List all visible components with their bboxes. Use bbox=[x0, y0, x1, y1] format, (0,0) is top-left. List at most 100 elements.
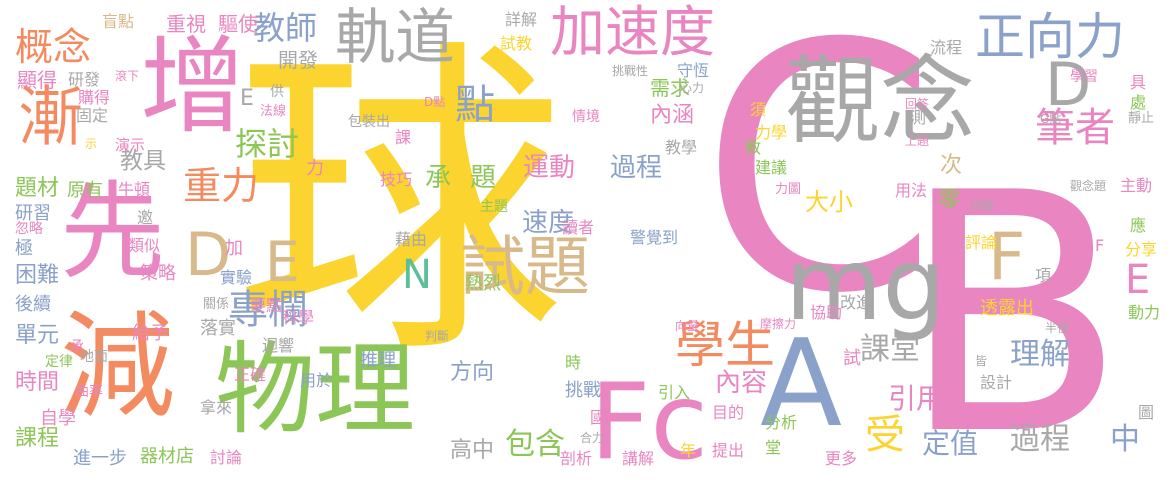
word-cloud-word: 年 bbox=[680, 441, 697, 460]
word-cloud-word: 高中 bbox=[450, 438, 495, 463]
word-cloud-word: 觀念 bbox=[785, 47, 976, 157]
word-cloud-word: 動力 bbox=[1128, 303, 1161, 322]
word-cloud-word: 題 bbox=[470, 163, 497, 193]
word-cloud-word: D bbox=[1045, 50, 1092, 120]
word-cloud-word: 詳解 bbox=[505, 10, 538, 29]
word-cloud-word: 供 bbox=[270, 84, 284, 100]
word-cloud-word: 思考 bbox=[1060, 238, 1093, 257]
word-cloud-word: 題材 bbox=[15, 176, 60, 201]
word-cloud-word: 自學 bbox=[40, 408, 76, 429]
word-cloud-word: 拿來 bbox=[200, 398, 233, 417]
word-cloud-word: 定律 bbox=[45, 354, 73, 370]
word-cloud-word: 教 bbox=[745, 138, 762, 157]
word-cloud-word: 靜止 bbox=[1128, 111, 1155, 126]
word-cloud-word: 設計 bbox=[980, 373, 1013, 392]
word-cloud-word: 軌道 bbox=[335, 3, 455, 73]
word-cloud-word: 合力 bbox=[580, 431, 605, 445]
word-cloud-word: 時間 bbox=[15, 370, 60, 395]
word-cloud-word: 用法 bbox=[895, 181, 928, 200]
word-cloud-word: 項 bbox=[1035, 266, 1052, 285]
word-cloud-word: 邀 bbox=[137, 208, 154, 227]
word-cloud-word: 筆者 bbox=[1035, 105, 1115, 151]
word-cloud-word: E bbox=[1125, 257, 1151, 303]
word-cloud-word: 教具 bbox=[120, 148, 166, 174]
word-cloud-word: 需求 bbox=[650, 76, 690, 100]
word-cloud-word: 主動 bbox=[1120, 176, 1153, 195]
word-cloud-word: 受 bbox=[865, 412, 905, 458]
word-cloud-word: 課堂 bbox=[860, 332, 920, 367]
word-cloud-word: 力學 bbox=[755, 123, 788, 142]
word-cloud-word: 力圖 bbox=[775, 182, 802, 197]
word-cloud-word: 內容 bbox=[715, 368, 768, 398]
word-cloud-word: 皆 bbox=[975, 354, 988, 368]
word-cloud-word: 研習 bbox=[15, 203, 51, 224]
word-cloud-word: 建議 bbox=[755, 158, 788, 177]
word-cloud-word: 類似 bbox=[128, 236, 161, 255]
word-cloud-word: 法線 bbox=[260, 104, 287, 119]
word-cloud-word: 改進 bbox=[840, 293, 873, 312]
word-cloud-word: 挑戰性 bbox=[612, 64, 649, 78]
word-cloud-word: 熱烈 bbox=[465, 273, 501, 294]
word-cloud-word: 分析 bbox=[765, 413, 798, 432]
word-cloud-word: G點 bbox=[1040, 112, 1062, 126]
word-cloud-word: 顯得 bbox=[17, 68, 57, 92]
word-cloud-word: 摩擦力 bbox=[760, 317, 797, 331]
word-cloud-word: 警覺到 bbox=[630, 228, 679, 247]
word-cloud-word: 心力 bbox=[680, 81, 705, 95]
word-cloud-word: 流程 bbox=[930, 38, 963, 57]
word-cloud-word: 過程 bbox=[1010, 422, 1070, 457]
word-cloud-word: 切線 bbox=[970, 199, 995, 213]
word-cloud-word: 策略 bbox=[140, 263, 176, 284]
word-cloud-word: 課 bbox=[395, 128, 412, 147]
word-cloud-word: 定值 bbox=[922, 427, 979, 460]
word-cloud-word: 中 bbox=[1110, 422, 1140, 457]
word-cloud-word: 理解 bbox=[1010, 337, 1070, 372]
word-cloud-word: 示 bbox=[85, 137, 98, 151]
word-cloud-word: 購得 bbox=[78, 88, 111, 107]
word-cloud-word: 講解 bbox=[622, 449, 655, 468]
word-cloud-word: 增 bbox=[140, 26, 246, 148]
word-cloud-word: B bbox=[900, 123, 1127, 482]
word-cloud-word: 給予 bbox=[132, 323, 168, 344]
word-cloud-word: 物理 bbox=[215, 331, 415, 448]
word-cloud-word: 重力 bbox=[183, 164, 260, 208]
word-cloud-word: 包含 bbox=[505, 427, 565, 462]
word-cloud-word: 圖 bbox=[1138, 403, 1155, 422]
word-cloud-word: 大小 bbox=[805, 188, 853, 216]
word-cloud-word: 科學 bbox=[282, 308, 315, 327]
word-cloud-word: N bbox=[402, 252, 432, 298]
word-cloud-word: 驅使 bbox=[218, 12, 258, 36]
word-cloud-word: 推理 bbox=[360, 350, 396, 371]
word-cloud-word: 研發 bbox=[68, 70, 101, 89]
word-cloud-word: 讀者 bbox=[562, 218, 595, 237]
word-cloud-word: 分享 bbox=[1125, 240, 1158, 259]
word-cloud-word: 正向力 bbox=[975, 8, 1125, 66]
word-cloud-word: 迴響 bbox=[262, 336, 295, 355]
word-cloud-word: 守恆 bbox=[677, 61, 710, 80]
word-cloud-word: 承 bbox=[425, 163, 452, 193]
word-cloud-word: 回答 bbox=[905, 97, 930, 111]
word-cloud-word: 更多 bbox=[825, 449, 858, 468]
word-cloud-word: 承 bbox=[70, 339, 84, 355]
word-cloud-word: 開發 bbox=[278, 48, 318, 72]
word-cloud-word: 評論 bbox=[965, 233, 998, 252]
word-cloud-word: 測 bbox=[910, 108, 927, 127]
word-cloud-word: 提出 bbox=[712, 441, 745, 460]
word-cloud-word: 困難 bbox=[15, 263, 60, 288]
word-cloud-word: 內涵 bbox=[650, 103, 695, 128]
word-cloud-word: 重視 bbox=[166, 12, 206, 36]
word-cloud-word: 技巧 bbox=[380, 170, 413, 189]
word-cloud-word: 探討 bbox=[235, 125, 300, 163]
word-cloud-word: 正確 bbox=[234, 365, 267, 384]
word-cloud-word: 極 bbox=[15, 238, 33, 259]
word-cloud-word: 原有 bbox=[67, 180, 103, 201]
word-cloud-word: D點 bbox=[424, 95, 446, 109]
word-cloud-word: 減 bbox=[60, 300, 176, 434]
word-cloud-word: 目的 bbox=[712, 403, 745, 422]
word-cloud-word: 課程 bbox=[15, 426, 60, 451]
word-cloud-word: 次 bbox=[940, 153, 963, 178]
word-cloud-word: 試題 bbox=[460, 230, 591, 305]
word-cloud-word: 落實 bbox=[200, 318, 236, 339]
word-cloud-word: 曲率 bbox=[75, 384, 103, 400]
